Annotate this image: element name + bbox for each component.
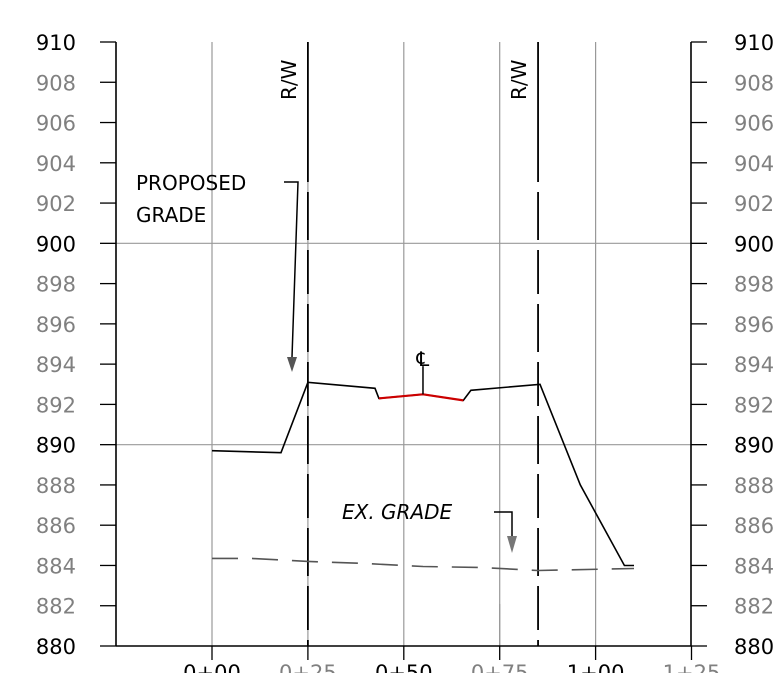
tick-labels: 910 910 908 908 906 906 904 904 902 902 900 900 898 8… bbox=[36, 31, 774, 673]
y-tick-label-right: 900 bbox=[734, 232, 774, 256]
y-tick-label-right: 884 bbox=[734, 554, 774, 578]
centerline-crown-line bbox=[378, 393, 464, 402]
y-tick-label-right: 890 bbox=[734, 434, 774, 458]
y-tick-label-left: 892 bbox=[36, 393, 76, 417]
y-tick-label-right: 896 bbox=[734, 313, 774, 337]
y-tick-label-right: 894 bbox=[734, 353, 774, 377]
y-tick-label-right: 904 bbox=[734, 152, 774, 176]
x-tick-label: 1+25 bbox=[663, 661, 721, 673]
existing-grade-leader bbox=[494, 511, 513, 536]
x-tick-label: 0+75 bbox=[471, 661, 529, 673]
y-tick-label-right: 910 bbox=[734, 31, 774, 55]
y-tick-label-left: 886 bbox=[36, 514, 76, 538]
proposed-grade-label-line2: GRADE bbox=[136, 203, 206, 227]
proposed-grade-arrow bbox=[287, 357, 297, 372]
right-of-way-label: R/W bbox=[277, 59, 301, 100]
y-tick-label-left: 900 bbox=[36, 232, 76, 256]
proposed-grade-line bbox=[211, 381, 634, 567]
y-tick-label-left: 888 bbox=[36, 474, 76, 498]
y-tick-label-left: 880 bbox=[36, 635, 76, 659]
right-of-way-label: R/W bbox=[507, 59, 531, 100]
y-tick-label-right: 892 bbox=[734, 393, 774, 417]
annotations: PROPOSED GRADE EX. GRADE ℄ bbox=[136, 171, 517, 553]
grid bbox=[116, 42, 691, 646]
axes bbox=[100, 41, 707, 660]
y-tick-label-left: 884 bbox=[36, 554, 76, 578]
y-tick-label-left: 896 bbox=[36, 313, 76, 337]
y-tick-label-right: 888 bbox=[734, 474, 774, 498]
y-tick-label-left: 890 bbox=[36, 434, 76, 458]
y-tick-label-left: 906 bbox=[36, 112, 76, 136]
existing-grade-label: EX. GRADE bbox=[342, 500, 453, 524]
existing-grade-arrow bbox=[507, 536, 517, 553]
y-tick-label-left: 882 bbox=[36, 595, 76, 619]
y-tick-label-right: 898 bbox=[734, 273, 774, 297]
y-tick-label-left: 910 bbox=[36, 31, 76, 55]
y-tick-label-right: 880 bbox=[734, 635, 774, 659]
right-of-way-lines: R/W R/W bbox=[277, 42, 539, 646]
y-tick-label-left: 904 bbox=[36, 152, 76, 176]
y-tick-label-left: 902 bbox=[36, 192, 76, 216]
grade-lines bbox=[211, 381, 635, 572]
y-tick-label-right: 882 bbox=[734, 595, 774, 619]
y-tick-label-right: 906 bbox=[734, 112, 774, 136]
y-tick-label-right: 902 bbox=[734, 192, 774, 216]
y-tick-label-left: 908 bbox=[36, 71, 76, 95]
y-tick-label-right: 886 bbox=[734, 514, 774, 538]
y-tick-label-left: 894 bbox=[36, 353, 76, 377]
x-tick-label: 1+00 bbox=[567, 661, 625, 673]
proposed-grade-label-line1: PROPOSED bbox=[136, 171, 246, 195]
x-tick-label: 0+50 bbox=[375, 661, 433, 673]
x-tick-label: 0+25 bbox=[279, 661, 337, 673]
proposed-grade-leader bbox=[284, 181, 299, 358]
y-tick-label-right: 908 bbox=[734, 71, 774, 95]
y-tick-label-left: 898 bbox=[36, 273, 76, 297]
existing-grade-line bbox=[212, 557, 635, 572]
x-tick-label: 0+00 bbox=[183, 661, 241, 673]
centerline-symbol: ℄ bbox=[416, 347, 430, 371]
